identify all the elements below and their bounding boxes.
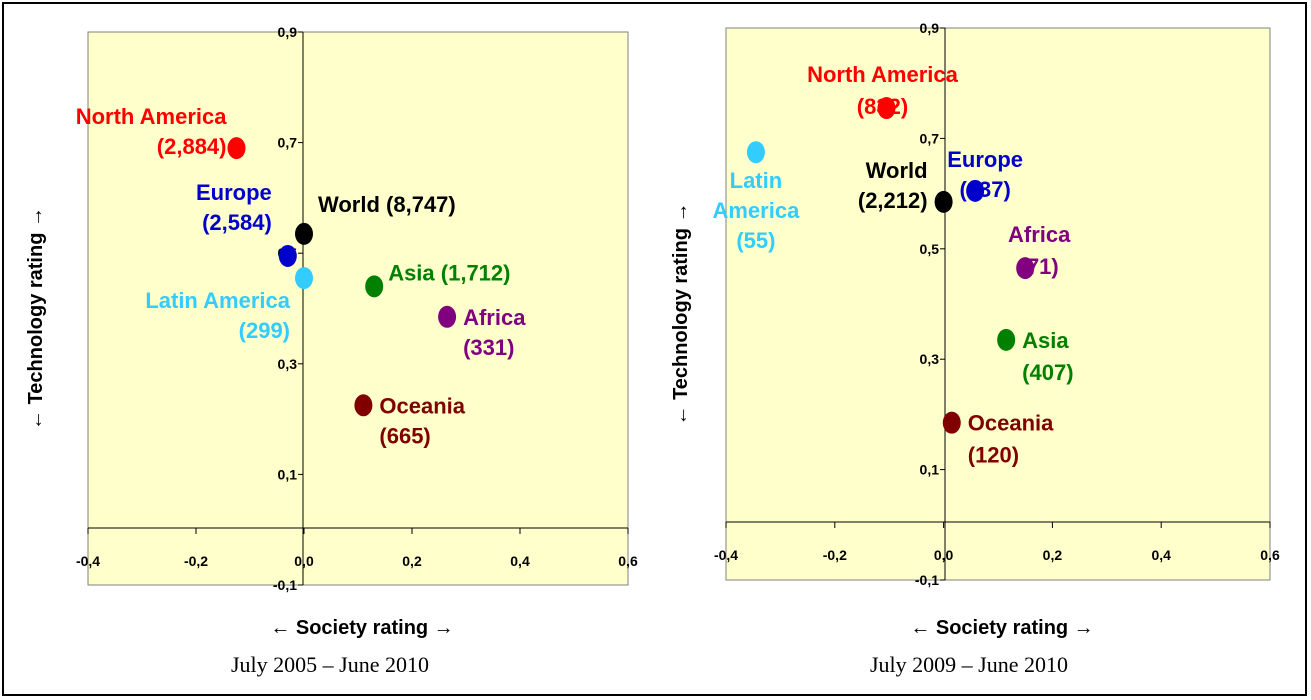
point-latin-america-299 bbox=[295, 267, 313, 290]
x-tick-label: 0,2 bbox=[1043, 547, 1063, 563]
point-world-8-747 bbox=[295, 222, 313, 245]
point-label-line: Latin bbox=[730, 168, 783, 193]
chart-caption: July 2009 – June 2010 bbox=[870, 652, 1068, 677]
point-world-2-212 bbox=[934, 190, 953, 213]
point-oceania-665 bbox=[354, 394, 373, 417]
x-tick-label: 0,6 bbox=[1260, 547, 1280, 563]
x-axis-label: ← Society rating → bbox=[270, 617, 453, 639]
point-label: Asia (407) bbox=[1022, 328, 1073, 385]
point-label-line: Asia bbox=[1022, 328, 1069, 353]
plot-area bbox=[87, 31, 629, 586]
point-label-line: North America bbox=[807, 62, 959, 87]
x-tick-label: 0,6 bbox=[618, 553, 638, 569]
point-label: Oceania (665) bbox=[379, 393, 465, 448]
point-label-line: (2,212) bbox=[858, 188, 928, 213]
point-label-line: America bbox=[712, 198, 800, 223]
y-tick-label: -0,1 bbox=[915, 572, 939, 588]
plot-area bbox=[725, 27, 1271, 581]
point-label-line: World bbox=[866, 158, 928, 183]
point-label-line: Oceania bbox=[968, 411, 1054, 436]
point-label-line: (2,584) bbox=[202, 210, 272, 235]
x-tick-label: 0,0 bbox=[294, 553, 314, 569]
x-tick-label: 0,4 bbox=[510, 553, 530, 569]
x-tick-label: 0,4 bbox=[1151, 547, 1171, 563]
point-label-line: (2,884) bbox=[157, 134, 227, 159]
point-label: Oceania (120) bbox=[968, 411, 1054, 468]
point-label-line: (55) bbox=[736, 228, 775, 253]
point-label-line: (407) bbox=[1022, 360, 1073, 385]
point-label-line: (120) bbox=[968, 443, 1019, 468]
point-label-line: Africa bbox=[1008, 222, 1071, 247]
point-asia-1-712 bbox=[365, 275, 384, 298]
point-label-line: Latin America bbox=[145, 288, 290, 313]
point-label: Europe (2,584) bbox=[196, 180, 272, 235]
point-asia-407 bbox=[997, 328, 1016, 351]
x-axis-label: ← Society rating → bbox=[910, 617, 1093, 639]
point-latin-america-55 bbox=[746, 141, 765, 164]
point-label-line: World (8,747) bbox=[318, 192, 456, 217]
point-label: Europe (637) bbox=[947, 147, 1023, 202]
point-label-line: (331) bbox=[463, 335, 514, 360]
y-tick-label: 0,7 bbox=[278, 135, 298, 151]
x-tick-label: -0,4 bbox=[714, 547, 738, 563]
point-europe-2-584 bbox=[278, 244, 297, 267]
point-oceania-120 bbox=[942, 411, 961, 434]
point-label-line: Africa bbox=[463, 305, 526, 330]
point-label-line: Europe bbox=[947, 147, 1023, 172]
chart-2: -0,4 -0,2 0,0 0,2 0,4 0,6 -0,1 0,1 0,3 0,5 0,7 0,9 N… bbox=[670, 20, 1280, 677]
y-tick-label: 0,7 bbox=[920, 130, 940, 146]
x-tick-label: 0,2 bbox=[402, 553, 422, 569]
chart-caption: July 2005 – June 2010 bbox=[231, 652, 429, 677]
point-europe-637 bbox=[966, 179, 985, 202]
point-africa-71 bbox=[1016, 257, 1035, 280]
y-axis-label: ← Technology rating → bbox=[25, 207, 47, 430]
point-label: World (8,747) bbox=[318, 192, 456, 217]
point-label-line: North America bbox=[76, 104, 228, 129]
y-tick-label: 0,5 bbox=[920, 241, 940, 257]
point-label: North America (2,884) bbox=[76, 104, 228, 159]
point-label-line: Oceania bbox=[379, 393, 465, 418]
y-tick-label: 0,9 bbox=[920, 20, 940, 36]
point-label: North America (832) bbox=[807, 62, 959, 119]
y-axis-label: ← Technology rating → bbox=[670, 203, 692, 426]
point-label-line: Asia (1,712) bbox=[388, 260, 510, 285]
chart-1: -0,4-0,20,00,20,40,6-0,10,10,30,50,70,9N… bbox=[25, 24, 638, 677]
point-north-america-2-884 bbox=[227, 137, 246, 160]
x-tick-label: -0,4 bbox=[76, 553, 100, 569]
point-label: Asia (1,712) bbox=[388, 260, 510, 285]
point-label-line: (299) bbox=[239, 318, 290, 343]
y-tick-label: 0,9 bbox=[278, 24, 298, 40]
point-label-line: Europe bbox=[196, 180, 272, 205]
point-africa-331 bbox=[438, 305, 457, 328]
y-tick-label: 0,1 bbox=[278, 466, 298, 482]
point-label-line: (665) bbox=[379, 423, 430, 448]
x-tick-label: -0,2 bbox=[823, 547, 847, 563]
point-label: Africa (71) bbox=[1008, 222, 1071, 279]
y-tick-label: 0,1 bbox=[920, 462, 940, 478]
point-north-america-832 bbox=[877, 97, 896, 120]
point-label: Africa (331) bbox=[463, 305, 526, 360]
point-label-line: (71) bbox=[1020, 254, 1059, 279]
point-label-line: (637) bbox=[959, 177, 1010, 202]
y-tick-label: -0,1 bbox=[273, 577, 297, 593]
y-tick-label: 0,3 bbox=[278, 356, 298, 372]
x-tick-label: -0,2 bbox=[184, 553, 208, 569]
point-label: Latin America (299) bbox=[145, 288, 290, 343]
point-label: Latin America (55) bbox=[712, 168, 800, 253]
point-label: World (2,212) bbox=[858, 158, 928, 213]
x-tick-label: 0,0 bbox=[934, 547, 954, 563]
y-tick-label: 0,3 bbox=[920, 351, 940, 367]
point-label-line: (832) bbox=[857, 94, 908, 119]
